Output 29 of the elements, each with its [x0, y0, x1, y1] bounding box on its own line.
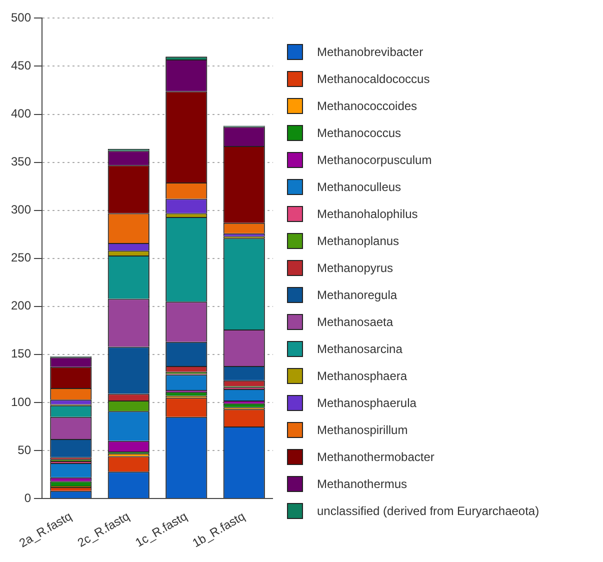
y-tick-label: 50 — [18, 442, 32, 457]
legend-label: Methanosarcina — [317, 342, 402, 356]
legend-label: Methanoplanus — [317, 234, 400, 248]
legend-label: Methanothermus — [317, 476, 408, 490]
legend-label: Methanopyrus — [317, 260, 394, 274]
y-tick-label: 250 — [10, 250, 32, 265]
legend-label: Methanocaldococcus — [317, 72, 430, 86]
legend-label: Methanothermobacter — [317, 450, 434, 464]
legend-label: Methanoculleus — [317, 180, 402, 194]
legend-label: Methanocorpusculum — [317, 152, 432, 166]
legend-label: Methanospirillum — [317, 422, 408, 436]
y-tick-label: 100 — [10, 394, 32, 409]
legend-label: Methanococcus — [317, 126, 402, 140]
y-tick-label: 350 — [10, 154, 32, 169]
y-tick-label: 500 — [10, 10, 32, 25]
y-tick-label: 0 — [24, 490, 32, 505]
legend-label: Methanoregula — [317, 288, 398, 302]
legend-label: Methanohalophilus — [317, 206, 418, 220]
legend-label: Methanobrevibacter — [317, 44, 424, 58]
legend-label: unclassified (derived from Euryarchaeota) — [317, 504, 540, 518]
legend-label: Methanosaeta — [317, 314, 394, 328]
y-tick-label: 450 — [10, 58, 32, 73]
y-tick-label: 150 — [10, 346, 32, 361]
legend-label: Methanosphaerula — [317, 396, 416, 410]
y-tick-label: 200 — [10, 298, 32, 313]
y-tick-label: 300 — [10, 202, 32, 217]
legend-label: Methanosphaera — [317, 368, 408, 382]
y-tick-label: 400 — [10, 106, 32, 121]
legend-label: Methanococcoides — [317, 98, 418, 112]
